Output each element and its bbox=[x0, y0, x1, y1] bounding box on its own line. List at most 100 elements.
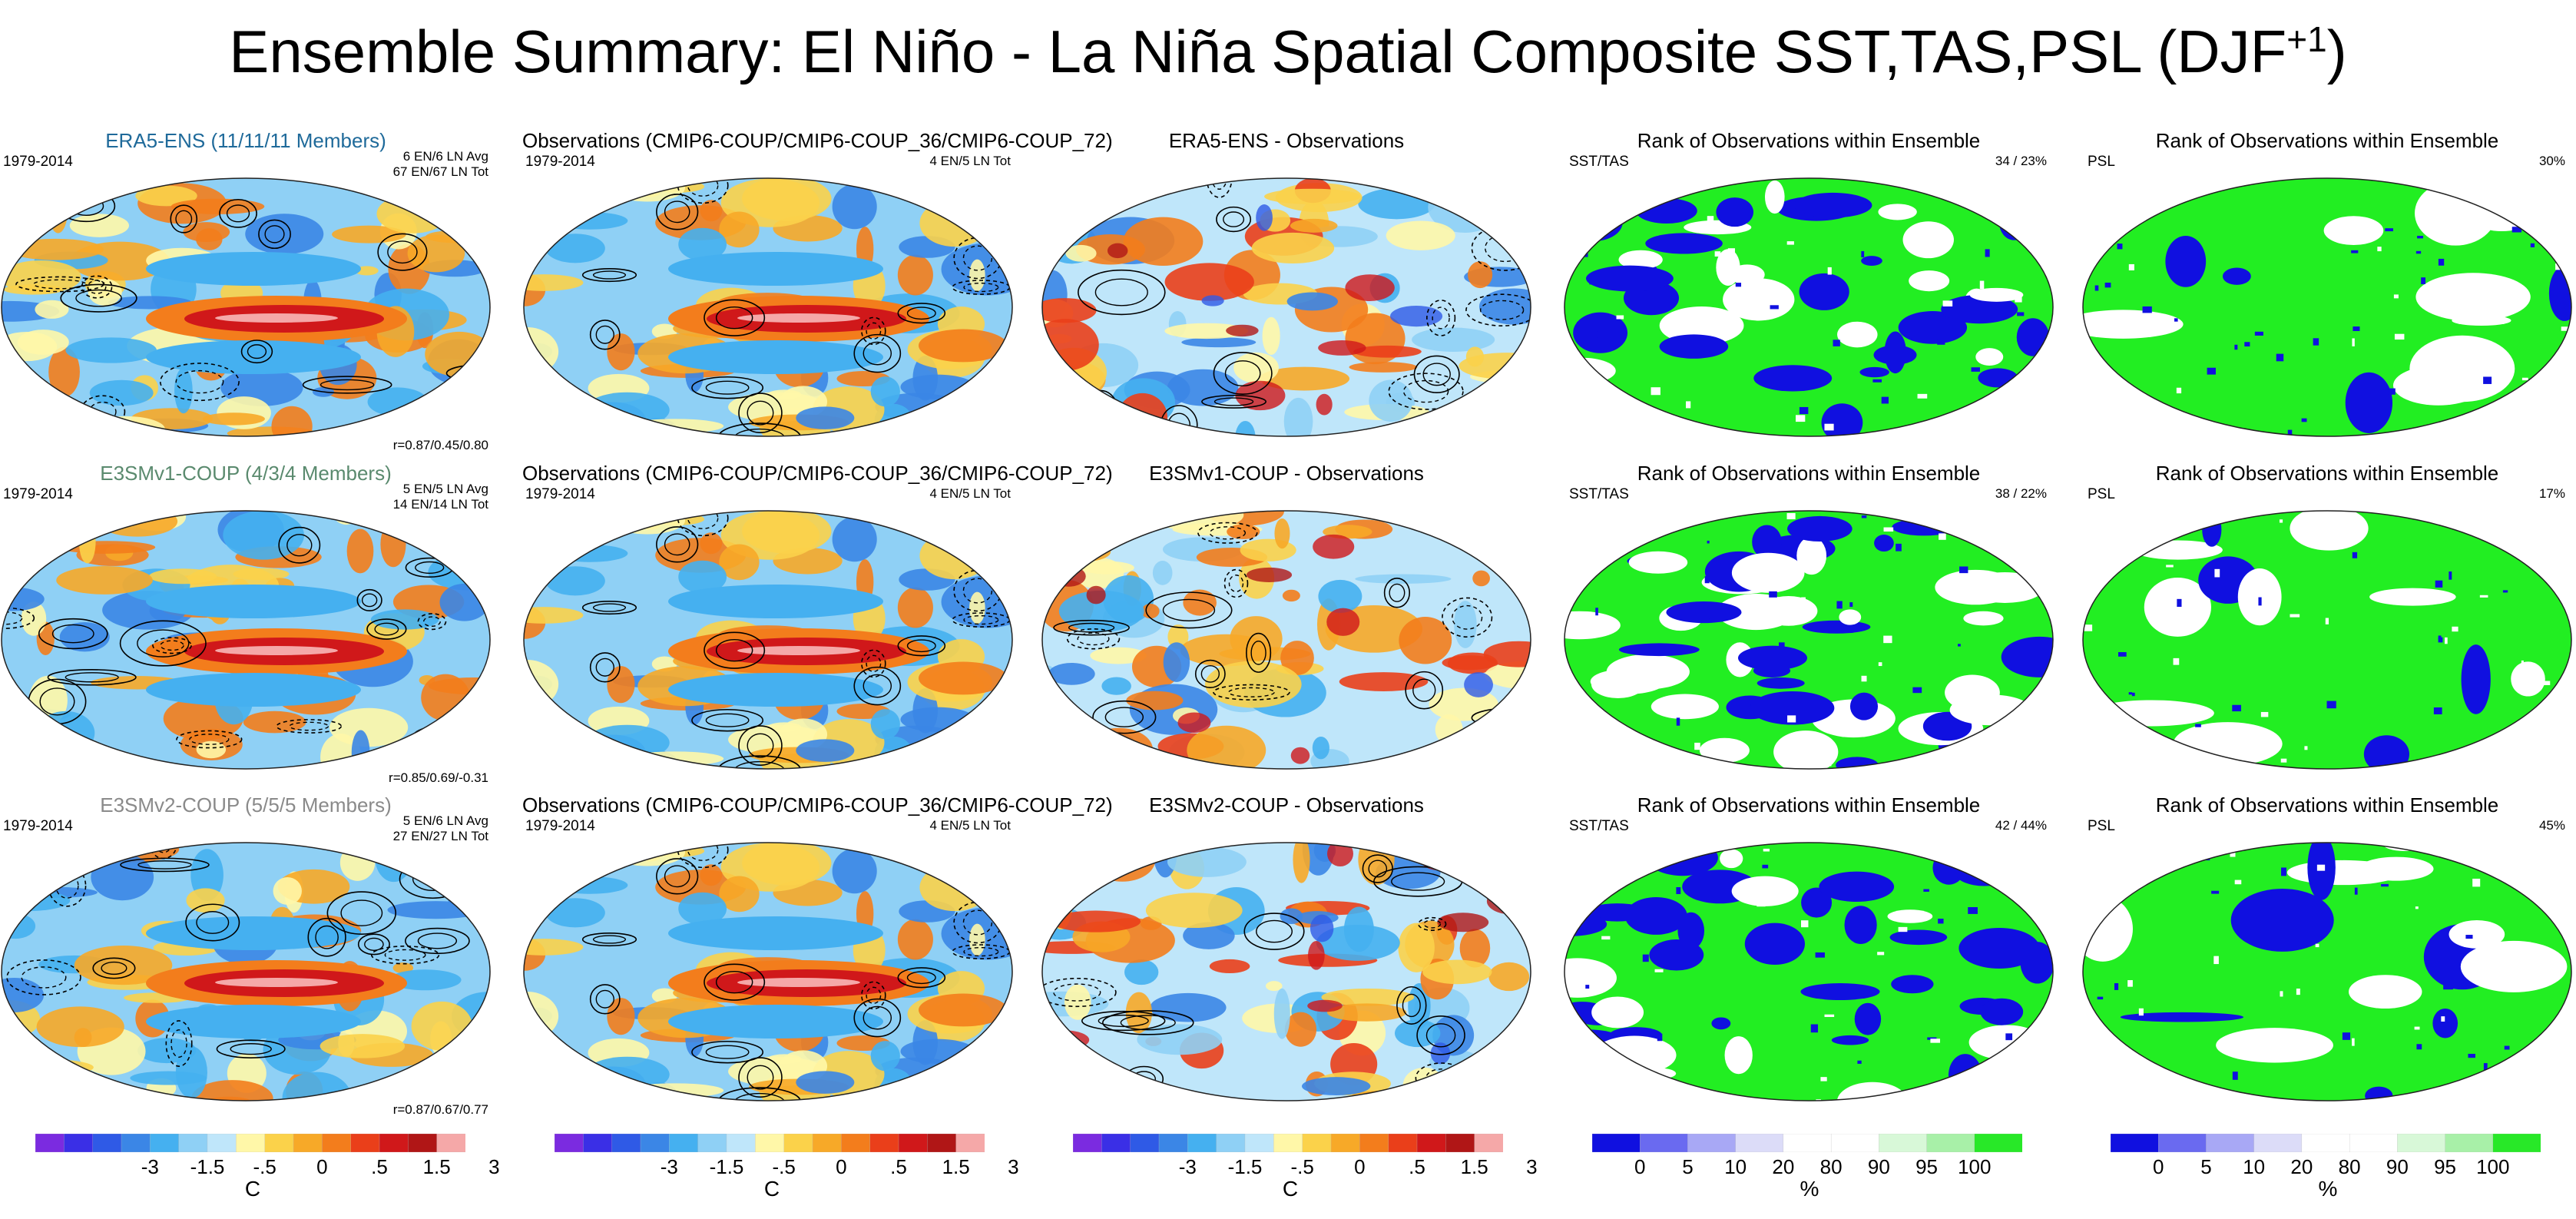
diff-map bbox=[1041, 510, 1531, 770]
colorbar-tick: 3 bbox=[1008, 1155, 1019, 1178]
rank-variable-label: SST/TAS bbox=[1569, 486, 1629, 502]
rank-percent: 34 / 23% bbox=[1995, 154, 2047, 168]
colorbar-tick: .5 bbox=[371, 1155, 388, 1178]
rank-title: Rank of Observations within Ensemble bbox=[1637, 129, 1981, 152]
colorbar-swatch bbox=[927, 1134, 957, 1152]
model-title: E3SMv1-COUP (4/3/4 Members) bbox=[100, 462, 392, 485]
rank-variable-label: PSL bbox=[2088, 154, 2115, 170]
colorbar-swatch bbox=[2301, 1134, 2350, 1152]
colorbar-tick: 0 bbox=[316, 1155, 328, 1178]
colorbar-tick: 80 bbox=[2338, 1155, 2361, 1178]
colorbar-swatch bbox=[1130, 1134, 1160, 1152]
colorbar-swatch bbox=[1735, 1134, 1784, 1152]
obs-count: 4 EN/5 LN Tot bbox=[929, 154, 1011, 168]
colorbar-swatch bbox=[150, 1134, 180, 1152]
colorbar-tick: -3 bbox=[141, 1155, 159, 1178]
colorbar-swatch bbox=[2397, 1134, 2446, 1152]
colorbar-tick: 5 bbox=[1682, 1155, 1694, 1178]
colorbar-swatches bbox=[555, 1134, 985, 1152]
model-map bbox=[1, 842, 491, 1101]
colorbar-swatch bbox=[669, 1134, 699, 1152]
colorbar-swatch bbox=[1359, 1134, 1389, 1152]
colorbar-tick: -1.5 bbox=[190, 1155, 225, 1178]
title-close-paren: ) bbox=[2326, 18, 2347, 85]
colorbar-tick: -3 bbox=[660, 1155, 678, 1178]
colorbar-swatch bbox=[207, 1134, 237, 1152]
colorbar-swatch bbox=[1926, 1134, 1975, 1152]
colorbar-swatch bbox=[178, 1134, 208, 1152]
pattern-correlation: r=0.85/0.69/-0.31 bbox=[389, 770, 488, 785]
model-period: 1979-2014 bbox=[3, 486, 73, 502]
rank-title: Rank of Observations within Ensemble bbox=[2155, 129, 2499, 152]
colorbar-swatch bbox=[898, 1134, 928, 1152]
ensemble-avg: 6 EN/6 LN Avg bbox=[402, 149, 488, 164]
colorbar-tick: -1.5 bbox=[709, 1155, 744, 1178]
colorbar-swatch bbox=[1187, 1134, 1217, 1152]
colorbar-swatch bbox=[2111, 1134, 2159, 1152]
colorbar-tick: 90 bbox=[2386, 1155, 2409, 1178]
colorbar-swatch bbox=[726, 1134, 756, 1152]
colorbar-swatches bbox=[2111, 1134, 2541, 1152]
obs-period: 1979-2014 bbox=[525, 154, 595, 170]
diff-map bbox=[1041, 842, 1531, 1101]
colorbar-swatch bbox=[1592, 1134, 1641, 1152]
colorbar-tick: 3 bbox=[1526, 1155, 1538, 1178]
colorbar-swatch bbox=[2492, 1134, 2541, 1152]
pattern-correlation: r=0.87/0.67/0.77 bbox=[392, 1102, 488, 1117]
rank-percent: 42 / 44% bbox=[1995, 818, 2047, 833]
colorbar-swatch bbox=[755, 1134, 785, 1152]
colorbar-swatch bbox=[2158, 1134, 2207, 1152]
colorbar-swatches bbox=[1073, 1134, 1503, 1152]
diff-title: E3SMv1-COUP - Observations bbox=[1149, 462, 1424, 485]
obs-panel-row3: Observations (CMIP6-COUP/CMIP6-COUP_36/C… bbox=[522, 793, 1113, 1133]
colorbar-swatch bbox=[1879, 1134, 1928, 1152]
colorbar-unit: % bbox=[1800, 1177, 1819, 1201]
obs-title: Observations (CMIP6-COUP/CMIP6-COUP_36/C… bbox=[522, 129, 1113, 152]
colorbar-swatch bbox=[611, 1134, 641, 1152]
model-panel-row2: E3SMv1-COUP (4/3/4 Members) 1979-2014 5 … bbox=[0, 462, 492, 801]
colorbar-swatch bbox=[841, 1134, 871, 1152]
colorbar-tick: -.5 bbox=[1290, 1155, 1314, 1178]
rank-percent: 17% bbox=[2538, 486, 2565, 501]
colorbar-swatch bbox=[1687, 1134, 1737, 1152]
model-title: ERA5-ENS (11/11/11 Members) bbox=[105, 129, 386, 152]
rank-percent: 45% bbox=[2538, 818, 2565, 833]
colorbar-swatch bbox=[640, 1134, 670, 1152]
rank-map bbox=[1564, 842, 2054, 1101]
rank-variable-label: PSL bbox=[2088, 818, 2115, 834]
colorbar-swatch bbox=[1101, 1134, 1131, 1152]
rank-title: Rank of Observations within Ensemble bbox=[2155, 462, 2499, 485]
ensemble-avg: 5 EN/6 LN Avg bbox=[402, 813, 488, 828]
colorbar-tick: 95 bbox=[2434, 1155, 2457, 1178]
diff-title: ERA5-ENS - Observations bbox=[1168, 129, 1405, 152]
diff-panel-row3: E3SMv2-COUP - Observations bbox=[1041, 793, 1532, 1133]
colorbar-swatch bbox=[583, 1134, 613, 1152]
colorbar-swatch bbox=[1073, 1134, 1102, 1152]
model-title: E3SMv2-COUP (5/5/5 Members) bbox=[100, 793, 392, 817]
model-map bbox=[1, 510, 491, 770]
colorbar-tick: 80 bbox=[1819, 1155, 1843, 1178]
colorbar-swatch bbox=[121, 1134, 151, 1152]
title-superscript: +1 bbox=[2286, 19, 2327, 59]
rank-sst-panel-row2: Rank of Observations within Ensemble SST… bbox=[1563, 462, 2055, 801]
rank-colorbar-2: 0 5 10 20 80 90 95 100% bbox=[2111, 1134, 2541, 1203]
rank-variable-label: SST/TAS bbox=[1569, 154, 1629, 170]
obs-panel-row1: Observations (CMIP6-COUP/CMIP6-COUP_36/C… bbox=[522, 129, 1113, 469]
colorbar-swatch bbox=[1640, 1134, 1689, 1152]
colorbar-swatch bbox=[322, 1134, 352, 1152]
colorbar-swatch bbox=[812, 1134, 842, 1152]
colorbar-tick: 0 bbox=[1354, 1155, 1366, 1178]
colorbar-swatch bbox=[955, 1134, 985, 1152]
colorbar-swatch bbox=[1416, 1134, 1446, 1152]
colorbar-tick: -3 bbox=[1178, 1155, 1197, 1178]
colorbar-swatch bbox=[1474, 1134, 1503, 1152]
colorbar-swatch bbox=[1330, 1134, 1360, 1152]
colorbar-swatch bbox=[1158, 1134, 1188, 1152]
colorbar-unit: C bbox=[1282, 1177, 1299, 1201]
colorbar-unit: % bbox=[2318, 1177, 2338, 1201]
colorbar-swatch bbox=[869, 1134, 899, 1152]
diff-title: E3SMv2-COUP - Observations bbox=[1149, 793, 1424, 817]
colorbar-tick: -.5 bbox=[253, 1155, 276, 1178]
colorbar-swatch bbox=[408, 1134, 438, 1152]
colorbar-swatch bbox=[2445, 1134, 2494, 1152]
